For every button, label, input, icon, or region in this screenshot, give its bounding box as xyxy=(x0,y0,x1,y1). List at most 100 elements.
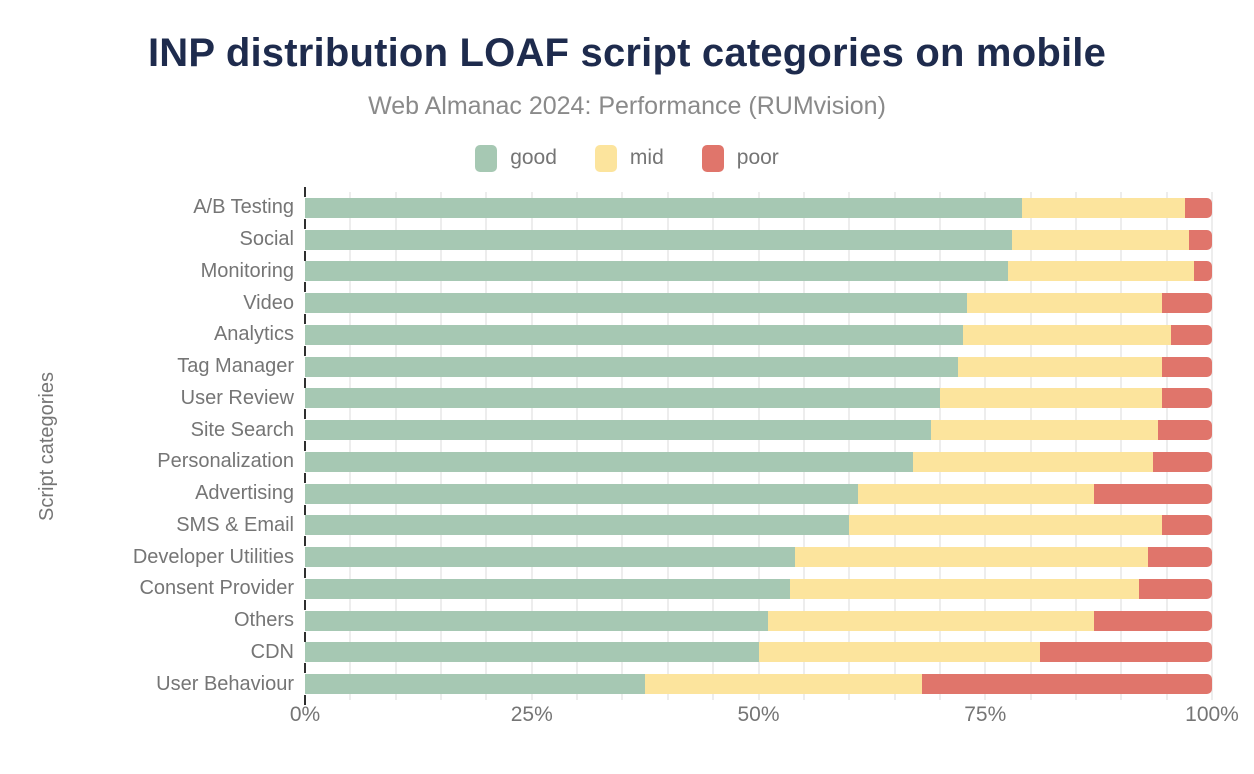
y-axis-tick xyxy=(304,187,306,197)
legend-swatch-good-icon xyxy=(475,144,498,172)
gridline xyxy=(1074,192,1077,700)
stacked-bar xyxy=(305,197,1212,218)
bar-segment-poor xyxy=(1184,197,1212,218)
bar-segment-good xyxy=(305,261,1008,282)
gridline xyxy=(485,192,488,700)
bar-segment-mid xyxy=(1007,261,1194,282)
legend: good mid poor xyxy=(0,143,1254,173)
stacked-bar xyxy=(305,261,1212,282)
gridline xyxy=(394,192,397,700)
legend-swatch-poor-icon xyxy=(701,144,724,172)
bar-segment-poor xyxy=(1157,420,1212,441)
bar-segment-mid xyxy=(858,483,1095,504)
bar-segment-good xyxy=(305,293,968,314)
bar-segment-poor xyxy=(1193,261,1212,282)
x-axis: 0% 25% 50% 75% 100% xyxy=(290,703,1239,731)
legend-swatch-mid-icon xyxy=(594,144,617,172)
y-axis-tick xyxy=(304,282,306,293)
gridline xyxy=(1165,192,1168,700)
bar-segment-good xyxy=(305,356,959,377)
bar-segment-poor xyxy=(1148,547,1212,568)
bar-row: User Review xyxy=(181,383,1212,415)
bar-row: Social xyxy=(240,224,1212,256)
bar-segment-good xyxy=(305,324,963,345)
y-axis-tick xyxy=(304,218,306,229)
bar-segment-mid xyxy=(930,420,1158,441)
legend-label-good: good xyxy=(510,146,557,169)
category-label: Personalization xyxy=(157,450,294,473)
y-axis-tick xyxy=(304,377,306,388)
gridline xyxy=(1211,192,1213,700)
legend-item-mid: mid xyxy=(594,144,664,172)
x-axis-tick-label: 75% xyxy=(964,703,1007,726)
stacked-bar xyxy=(305,515,1212,536)
gridline xyxy=(712,192,715,700)
y-axis-tick xyxy=(304,441,306,451)
bar-segment-poor xyxy=(1094,610,1212,631)
bar-row: Others xyxy=(234,605,1212,637)
x-axis-tick-label: 50% xyxy=(737,703,780,726)
gridline xyxy=(1029,192,1032,700)
gridline xyxy=(576,192,579,700)
x-axis-tick-label: 100% xyxy=(1185,703,1239,726)
category-label: CDN xyxy=(250,640,294,663)
bar-segment-poor xyxy=(1139,578,1212,599)
bar-row: SMS & Email xyxy=(176,510,1212,542)
category-label: Tag Manager xyxy=(177,355,294,378)
category-label: User Behaviour xyxy=(156,672,294,695)
stacked-bar xyxy=(305,483,1212,504)
category-label: Video xyxy=(243,291,294,314)
y-axis-tick xyxy=(304,345,306,356)
stacked-bar xyxy=(305,578,1212,599)
bar-segment-mid xyxy=(1021,197,1185,218)
stacked-bar xyxy=(305,324,1212,345)
gridline xyxy=(893,192,896,700)
category-label: Others xyxy=(233,609,294,632)
bar-segment-poor xyxy=(1094,483,1212,504)
stacked-bar xyxy=(305,642,1212,663)
bar-segment-poor xyxy=(1162,515,1212,536)
bar-segment-mid xyxy=(939,388,1163,409)
stacked-bar xyxy=(305,388,1212,409)
bar-segment-mid xyxy=(790,578,1140,599)
category-label: Monitoring xyxy=(200,259,294,282)
legend-label-poor: poor xyxy=(736,146,779,169)
bar-row: Analytics xyxy=(214,319,1212,351)
bar-segment-mid xyxy=(849,515,1163,536)
legend-item-good: good xyxy=(475,144,557,172)
y-axis-tick xyxy=(304,504,306,515)
bar-segment-mid xyxy=(1012,229,1190,250)
stacked-bar xyxy=(305,674,1212,695)
bar-segment-mid xyxy=(962,324,1172,345)
bar-row: CDN xyxy=(251,637,1212,669)
y-axis-tick xyxy=(304,568,306,578)
y-axis-tick xyxy=(304,599,306,610)
plot-area: A/B Testing Social Monitoring Video Analytic… xyxy=(133,187,1213,705)
bar-segment-good xyxy=(305,451,913,472)
y-axis-tick xyxy=(304,536,306,547)
category-label: A/B Testing xyxy=(193,196,294,219)
bar-segment-good xyxy=(305,229,1013,250)
bar-segment-mid xyxy=(967,293,1163,314)
bar-row: Advertising xyxy=(195,478,1212,510)
bar-segment-good xyxy=(305,483,859,504)
bar-segment-good xyxy=(305,578,791,599)
bar-segment-mid xyxy=(794,547,1149,568)
bar-row: A/B Testing xyxy=(193,192,1212,224)
bar-segment-poor xyxy=(1162,293,1212,314)
category-label: Site Search xyxy=(190,418,294,441)
bar-row: Video xyxy=(243,287,1212,319)
gridline xyxy=(938,192,941,700)
gridline xyxy=(757,192,760,700)
bar-row: Consent Provider xyxy=(139,573,1212,605)
bar-segment-poor xyxy=(1153,451,1212,472)
stacked-bar xyxy=(305,547,1212,568)
bar-segment-good xyxy=(305,610,768,631)
x-axis-tick-label: 0% xyxy=(289,703,321,726)
category-label: SMS & Email xyxy=(176,513,294,536)
y-axis-title: Script categories xyxy=(36,371,58,521)
y-axis-tick xyxy=(304,314,306,324)
y-axis-title-wrap: Script categories xyxy=(36,192,59,700)
category-label: Social xyxy=(239,228,294,251)
